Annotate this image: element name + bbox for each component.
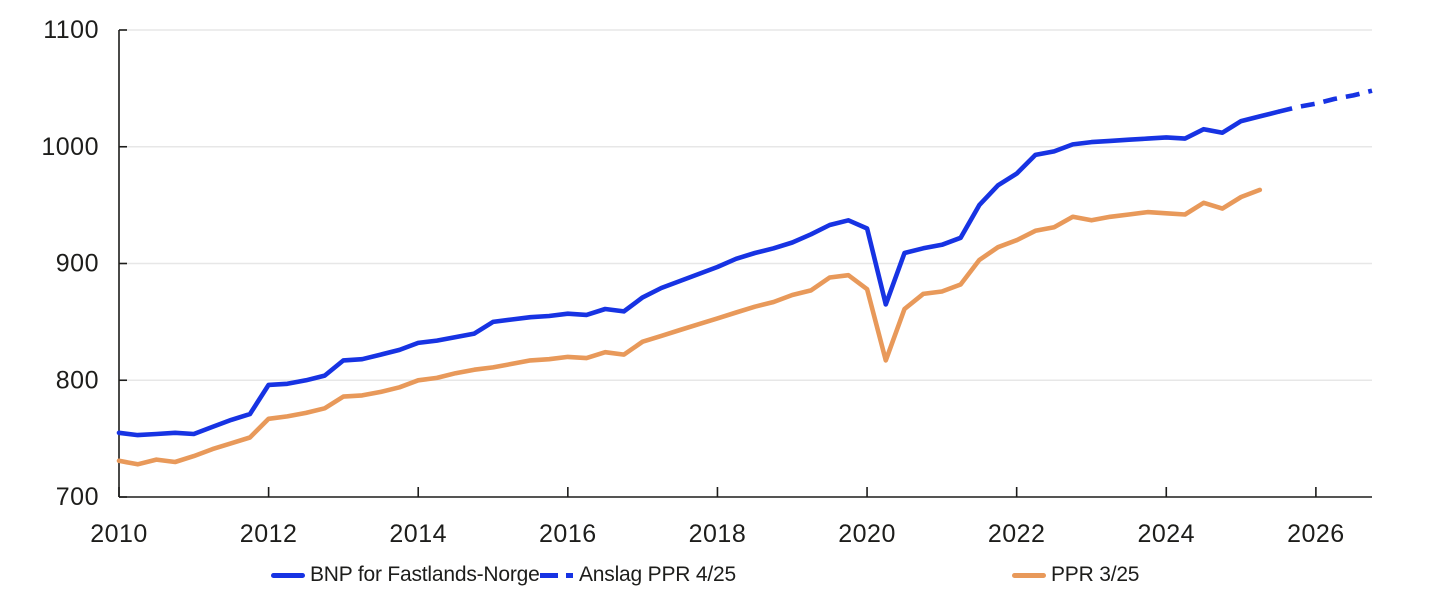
y-tick-label: 900 <box>56 250 99 278</box>
series-line-bnp-for-fastlands-norge <box>116 109 1281 438</box>
y-tick-label: 1100 <box>43 16 99 44</box>
legend-item-bnp-fastlands-norge: BNP for Fastlands-Norge <box>271 560 540 590</box>
x-tick-label: 2010 <box>90 520 148 548</box>
chart-legend: BNP for Fastlands-Norge Anslag PPR 4/25 … <box>0 560 1445 590</box>
legend-solid-line-swatch <box>271 572 305 578</box>
legend-item-ppr-3-25: PPR 3/25 <box>1012 560 1139 590</box>
x-tick-label: 2018 <box>689 520 747 548</box>
x-tick-label: 2020 <box>838 520 896 548</box>
x-tick-label: 2014 <box>389 520 447 548</box>
legend-label-ppr-3-25: PPR 3/25 <box>1051 563 1140 586</box>
x-tick-label: 2012 <box>240 520 298 548</box>
x-tick-label: 2026 <box>1287 520 1345 548</box>
legend-label-anslag-ppr-4-25: Anslag PPR 4/25 <box>579 563 736 586</box>
x-tick-label: 2022 <box>988 520 1046 548</box>
x-tick-label: 2024 <box>1137 520 1195 548</box>
legend-item-anslag-ppr-4-25: Anslag PPR 4/25 <box>540 560 736 590</box>
series-line-ppr-3-25 <box>116 187 1263 467</box>
legend-dashed-line-swatch <box>540 572 574 578</box>
y-tick-label: 700 <box>56 483 99 511</box>
y-tick-label: 1000 <box>41 133 99 161</box>
legend-label-bnp-fastlands-norge: BNP for Fastlands-Norge <box>310 563 540 586</box>
legend-orange-line-swatch <box>1012 572 1046 578</box>
x-tick-label: 2016 <box>539 520 597 548</box>
y-tick-label: 800 <box>56 366 99 394</box>
series-line-anslag-ppr-4-25 <box>1277 88 1373 114</box>
